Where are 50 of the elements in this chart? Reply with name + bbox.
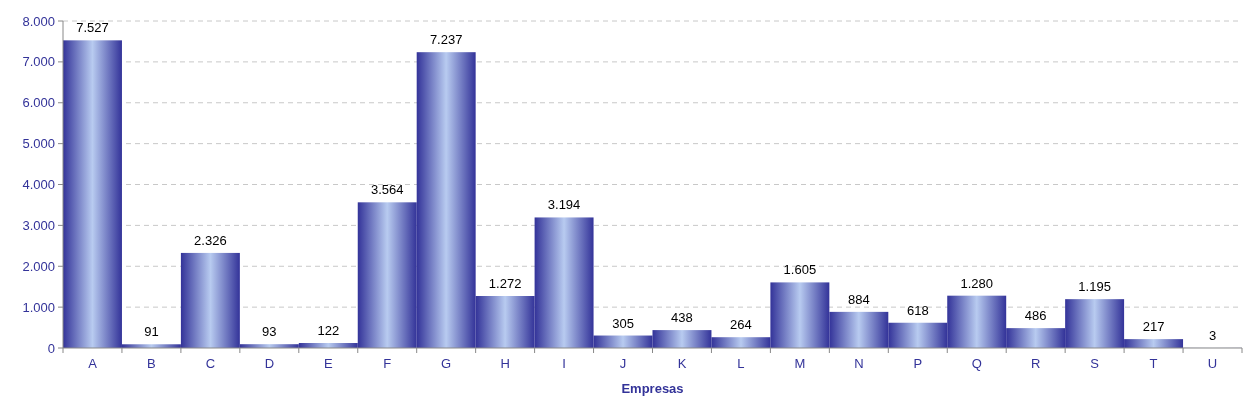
x-tick-label: N <box>854 356 864 371</box>
data-label: 3.194 <box>547 197 581 213</box>
x-tick-label: P <box>913 356 923 371</box>
data-label: 1.195 <box>1078 279 1111 295</box>
x-axis-title: Empresas <box>621 381 684 396</box>
x-tick-label: Q <box>971 356 982 371</box>
x-tick-label: F <box>383 356 392 371</box>
x-tick-label: I <box>562 356 566 371</box>
y-tick-label: 0 <box>47 340 55 356</box>
y-tick-label: 2.000 <box>22 258 55 274</box>
y-tick-label: 1.000 <box>22 299 55 315</box>
data-label: 122 <box>317 323 340 339</box>
data-label: 1.280 <box>960 275 993 291</box>
data-label: 264 <box>730 317 752 333</box>
x-tick-label: S <box>1090 356 1100 371</box>
data-label: 1.605 <box>783 262 817 278</box>
data-label: 3.564 <box>370 182 404 198</box>
data-label: 7.237 <box>429 32 463 48</box>
y-tick-label: 3.000 <box>22 217 55 233</box>
data-label: 305 <box>612 315 634 331</box>
x-tick-label: T <box>1149 356 1158 371</box>
y-tick-label: 6.000 <box>22 95 55 111</box>
x-tick-label: U <box>1207 356 1218 371</box>
data-label: 486 <box>1024 308 1047 324</box>
x-tick-label: C <box>205 356 216 371</box>
data-label: 618 <box>906 302 929 318</box>
y-tick-label: 8.000 <box>22 13 55 29</box>
data-label: 7.527 <box>76 20 109 36</box>
data-label: 2.326 <box>194 232 227 248</box>
y-tick-label: 5.000 <box>22 136 55 152</box>
data-label: 438 <box>671 310 693 326</box>
y-tick-label: 7.000 <box>22 54 55 70</box>
data-label: 91 <box>144 324 159 340</box>
x-tick-label: E <box>323 356 333 371</box>
x-tick-label: J <box>619 356 627 371</box>
x-tick-label: G <box>441 356 452 371</box>
x-tick-label: M <box>794 356 806 371</box>
x-tick-label: B <box>147 356 156 371</box>
x-tick-label: A <box>88 356 98 371</box>
data-label: 3 <box>1208 327 1217 343</box>
data-label: 1.272 <box>488 276 522 292</box>
x-tick-label: H <box>500 356 510 371</box>
data-label: 93 <box>262 324 277 340</box>
x-tick-label: R <box>1030 356 1041 371</box>
x-tick-label: D <box>264 356 275 371</box>
data-label: 884 <box>847 291 870 307</box>
x-tick-label: L <box>737 356 745 371</box>
y-tick-label: 4.000 <box>22 177 55 193</box>
x-tick-label: K <box>677 356 687 371</box>
data-label: 217 <box>1142 319 1165 335</box>
